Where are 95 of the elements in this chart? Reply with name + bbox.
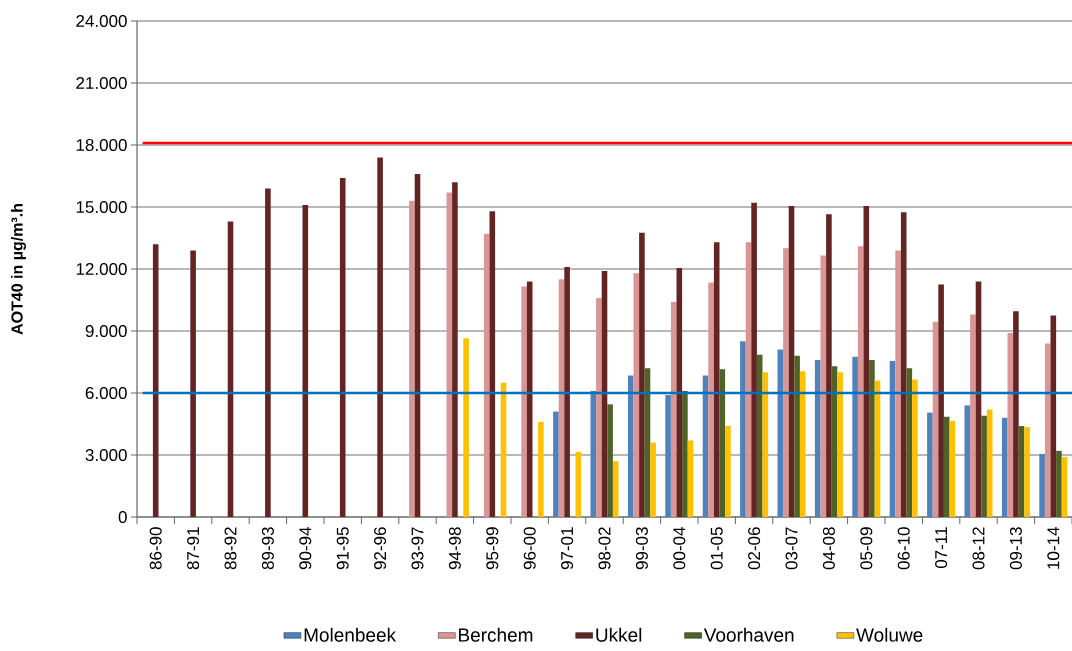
bar (895, 250, 901, 517)
bar (713, 242, 720, 517)
y-tick-label: 9.000 (85, 324, 127, 338)
x-tick-label: 02-06 (748, 527, 761, 570)
bar (740, 341, 746, 517)
bar (912, 379, 918, 517)
x-tick-label: 06-10 (897, 527, 910, 570)
x-tick-label: 05-09 (860, 527, 873, 570)
bar (452, 182, 458, 517)
x-tick-label: 99-03 (635, 527, 648, 570)
x-tick-label: 01-05 (710, 527, 723, 570)
x-tick-label: 89-93 (261, 527, 274, 570)
bar (564, 266, 570, 517)
bar (607, 404, 613, 517)
x-tick-label: 92-96 (374, 527, 387, 570)
bar (799, 371, 806, 517)
bar (339, 178, 346, 517)
bar (725, 426, 731, 517)
bar (1039, 453, 1045, 517)
x-tick-label: 90-94 (299, 527, 312, 570)
legend-label: Woluwe (856, 627, 923, 642)
bar (1001, 417, 1008, 517)
x-tick-label: 04-08 (822, 527, 835, 570)
bar (751, 202, 757, 517)
bar (1056, 450, 1062, 517)
bar (265, 188, 271, 517)
bar (650, 442, 656, 517)
y-axis-title: AOT40 in µg/m³.h (10, 204, 26, 335)
bar (682, 390, 688, 517)
y-tick-label: 24.000 (76, 14, 127, 28)
x-tick-label: 96-00 (523, 527, 536, 570)
bar (1024, 427, 1030, 517)
bar (409, 200, 415, 517)
x-tick-label: 09-13 (1009, 527, 1022, 570)
bar (612, 461, 619, 517)
bar (526, 281, 533, 517)
bar (794, 355, 800, 517)
bar (783, 248, 789, 517)
bar (596, 297, 602, 517)
bar (970, 314, 976, 517)
x-tick-label: 91-95 (336, 527, 349, 570)
bar (938, 284, 944, 517)
bar (538, 421, 544, 517)
bar (869, 359, 875, 517)
bar (665, 395, 671, 517)
bar (190, 250, 196, 517)
x-tick-label: 93-97 (411, 527, 424, 570)
legend-label: Molenbeek (304, 627, 397, 642)
y-tick-label: 12.000 (76, 262, 127, 276)
bar (553, 411, 559, 517)
bar (981, 415, 987, 517)
bar (670, 302, 677, 517)
bar (708, 282, 714, 517)
bar (756, 354, 763, 517)
bar (986, 409, 993, 517)
y-tick-label: 18.000 (76, 138, 127, 152)
y-tick-label: 3.000 (85, 448, 127, 462)
y-tick-label: 15.000 (76, 200, 127, 214)
y-tick-label: 0 (118, 510, 127, 524)
x-tick-label: 97-01 (561, 527, 574, 570)
y-tick-label: 6.000 (85, 386, 127, 400)
bar (900, 212, 907, 517)
bar (857, 246, 864, 517)
x-tick-label: 95-99 (486, 527, 499, 570)
bar (964, 405, 971, 517)
bar (852, 356, 858, 517)
x-tick-label: 88-92 (224, 527, 237, 570)
bar (943, 416, 950, 517)
x-tick-label: 98-02 (598, 527, 611, 570)
bar (377, 157, 383, 517)
bar (152, 244, 159, 517)
x-tick-label: 00-04 (673, 527, 686, 570)
bar (483, 233, 490, 517)
legend-label: Berchem (459, 627, 533, 642)
x-tick-label: 03-07 (785, 527, 798, 570)
bar (837, 372, 843, 517)
bar (1044, 343, 1051, 517)
bar (463, 338, 469, 517)
x-tick-label: 08-12 (972, 527, 985, 570)
bar (1061, 457, 1068, 517)
bar (1013, 311, 1019, 517)
bar (521, 286, 527, 517)
bar (814, 359, 821, 517)
legend-label: Voorhaven (703, 627, 794, 642)
x-tick-label: 07-11 (935, 527, 948, 569)
y-tick-label: 21.000 (76, 76, 127, 90)
bar (627, 375, 634, 517)
x-tick-label: 87-91 (187, 527, 200, 570)
x-tick-label: 94-98 (448, 527, 461, 570)
bar (639, 232, 645, 517)
bar (927, 412, 933, 517)
x-tick-label: 10-14 (1047, 527, 1060, 569)
bar (826, 214, 832, 517)
legend-label: Ukkel (596, 627, 642, 642)
x-tick-label: 86-90 (149, 527, 162, 570)
